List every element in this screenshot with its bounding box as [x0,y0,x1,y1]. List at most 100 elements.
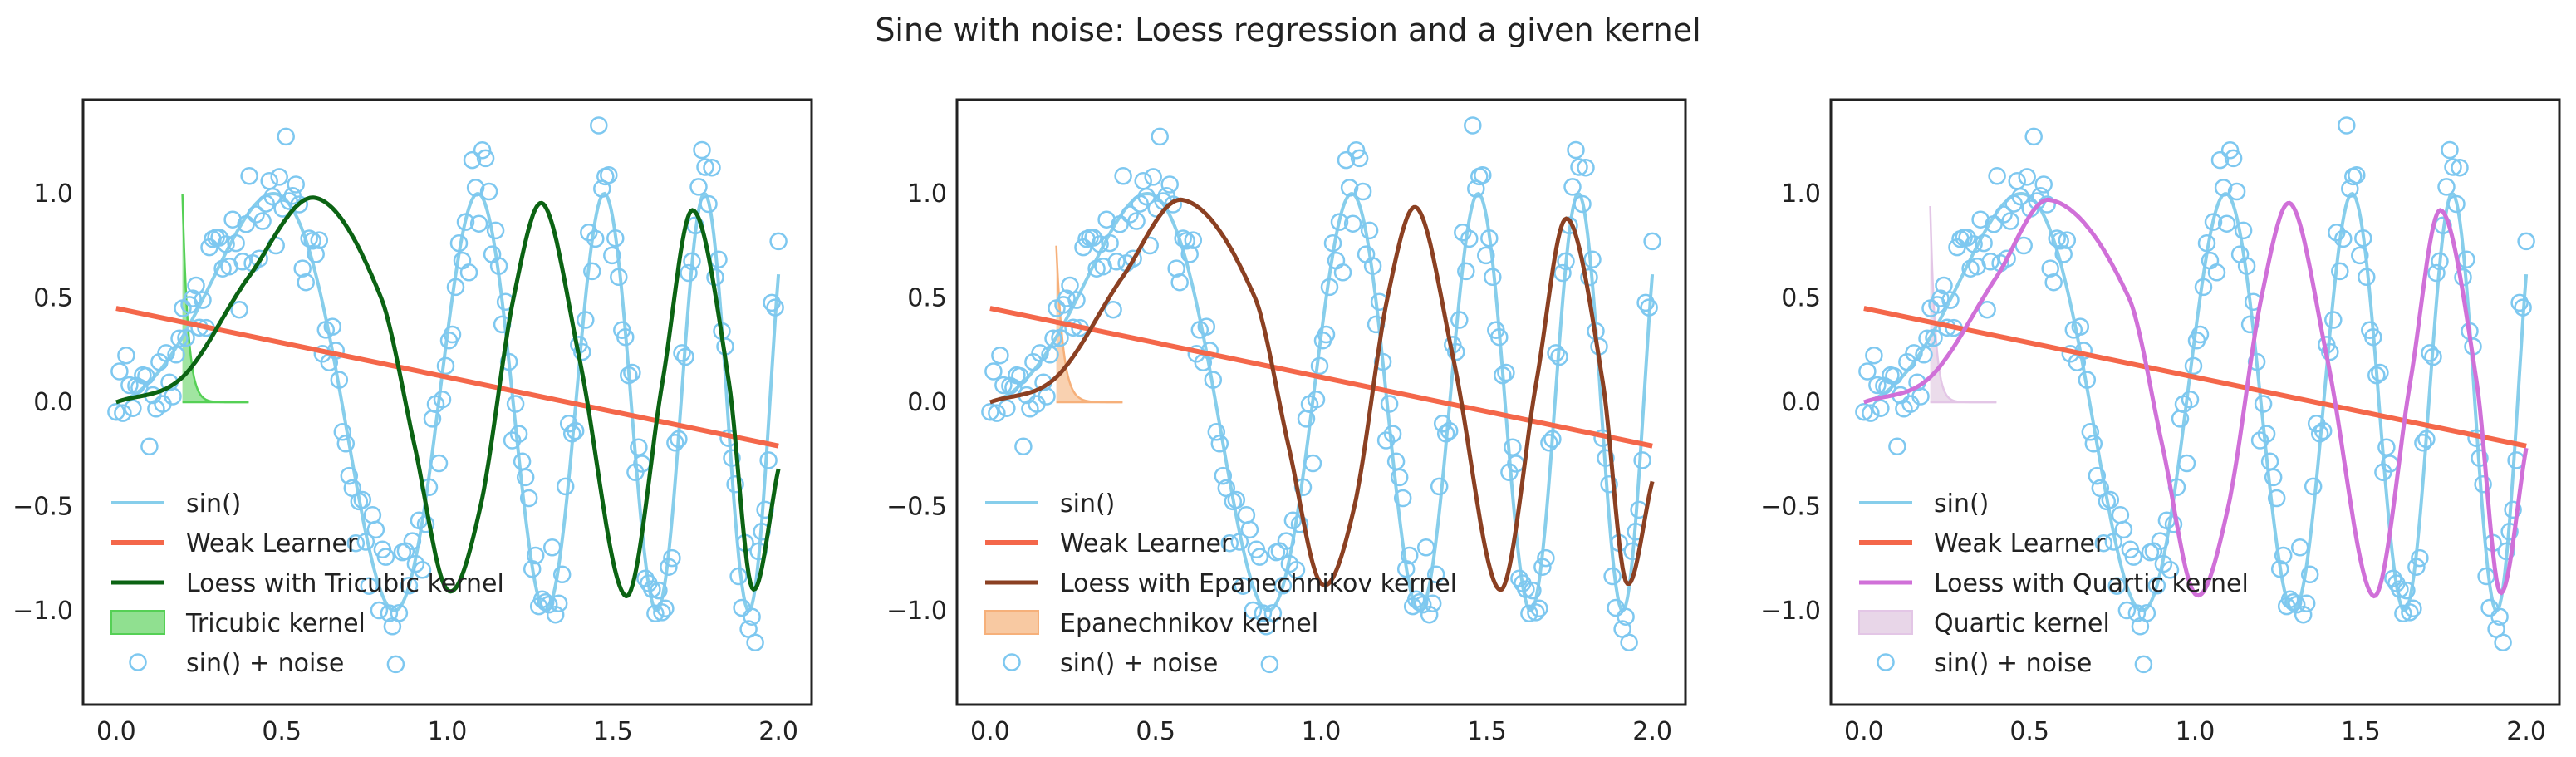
noise-point [1547,344,1565,362]
noise-point [1084,229,1102,247]
noise-point [1985,215,2003,233]
noise-point [2048,229,2066,248]
noise-point [536,593,555,612]
noise-point [2304,477,2323,496]
noise-point [673,344,691,362]
noise-point [1633,451,1651,469]
noise-point [1041,346,1059,364]
noise-point [1855,402,1873,421]
noise-point [2191,325,2210,344]
y-tick-label: −1.0 [1760,597,1821,626]
noise-point [250,249,268,268]
noise-point [676,347,694,366]
noise-point [2001,212,2019,230]
plot-area [1855,116,2535,674]
noise-point [2161,561,2180,579]
noise-point [1426,565,1445,584]
noise-point [1273,577,1293,595]
noise-point [184,289,202,307]
noise-point [2338,116,2356,135]
noise-point [2490,607,2509,626]
noise-point [643,580,661,598]
noise-point [1067,291,1086,309]
noise-point [217,235,235,253]
noise-point [1360,221,1379,240]
noise-point [449,233,469,253]
noise-point [446,278,465,297]
noise-point [1244,601,1263,620]
noise-point [2421,344,2439,362]
noise-point [1177,232,1195,250]
noise-point [580,224,598,242]
noise-point [2444,158,2462,176]
noise-point [1543,430,1562,449]
noise-point [603,246,621,265]
noise-point [1014,437,1033,456]
x-tick-label: 1.0 [2176,717,2215,746]
noise-point [2437,178,2456,196]
noise-point [1440,421,1459,440]
noise-point [998,399,1016,417]
noise-point [1416,538,1435,557]
noise-point [606,229,625,248]
weak-learner-line [1863,306,2527,449]
noise-point [1567,140,1585,160]
noise-point [670,430,688,449]
legend-label: sin() + noise [1060,649,1218,678]
noise-point [376,548,395,566]
noise-point [2034,175,2053,194]
noise-point [2348,165,2366,184]
noise-point [2497,542,2515,561]
noise-point [1044,329,1062,348]
noise-point [2354,229,2372,248]
legend-label: Weak Learner [186,529,358,558]
noise-point [1111,215,1129,233]
legend-label: Epanechnikov kernel [1060,609,1318,638]
noise-point [1337,150,1356,170]
noise-point [663,548,681,568]
noise-point [390,604,409,622]
legend-label: Weak Learner [1060,529,1232,558]
noise-point [2177,454,2196,473]
noise-point [1583,250,1602,269]
noise-point [660,558,678,576]
noise-point [2224,149,2243,168]
noise-point [1393,489,1412,508]
noise-point [1898,352,1916,371]
legend: sin() Weak Learner Loess with Quartic kern… [1858,489,2249,678]
noise-point [1533,558,1552,576]
noise-point [2088,466,2107,485]
noise-point [562,425,581,443]
noise-point [2310,425,2329,443]
noise-point [763,293,781,312]
noise-point [1430,477,1449,496]
x-tick-label: 2.0 [1632,717,1672,746]
noise-point [1170,273,1189,292]
noise-point [1114,167,1132,185]
noise-point [723,449,741,467]
noise-point [2451,158,2469,177]
noise-point [1091,235,1109,253]
noise-point [287,175,305,194]
noise-point [546,605,565,624]
noise-point [164,387,182,406]
noise-point [1474,165,1492,184]
noise-point [1214,466,1233,485]
noise-point [590,116,608,135]
noise-point [1858,362,1877,381]
noise-point [1254,604,1273,622]
y-tick-label: 0.0 [1781,388,1821,417]
noise-point [526,546,545,565]
noise-point [486,221,505,240]
noise-point [366,520,385,539]
noise-point [2081,423,2100,441]
noise-point [2127,604,2147,622]
noise-point [2137,604,2156,622]
noise-point [2147,577,2166,595]
noise-point [2024,127,2043,146]
noise-point [696,158,714,176]
noise-point [1167,259,1185,278]
noise-point [1061,276,1079,295]
noise-point [509,425,528,443]
legend-label: Loess with Epanechnikov kernel [1060,569,1457,598]
